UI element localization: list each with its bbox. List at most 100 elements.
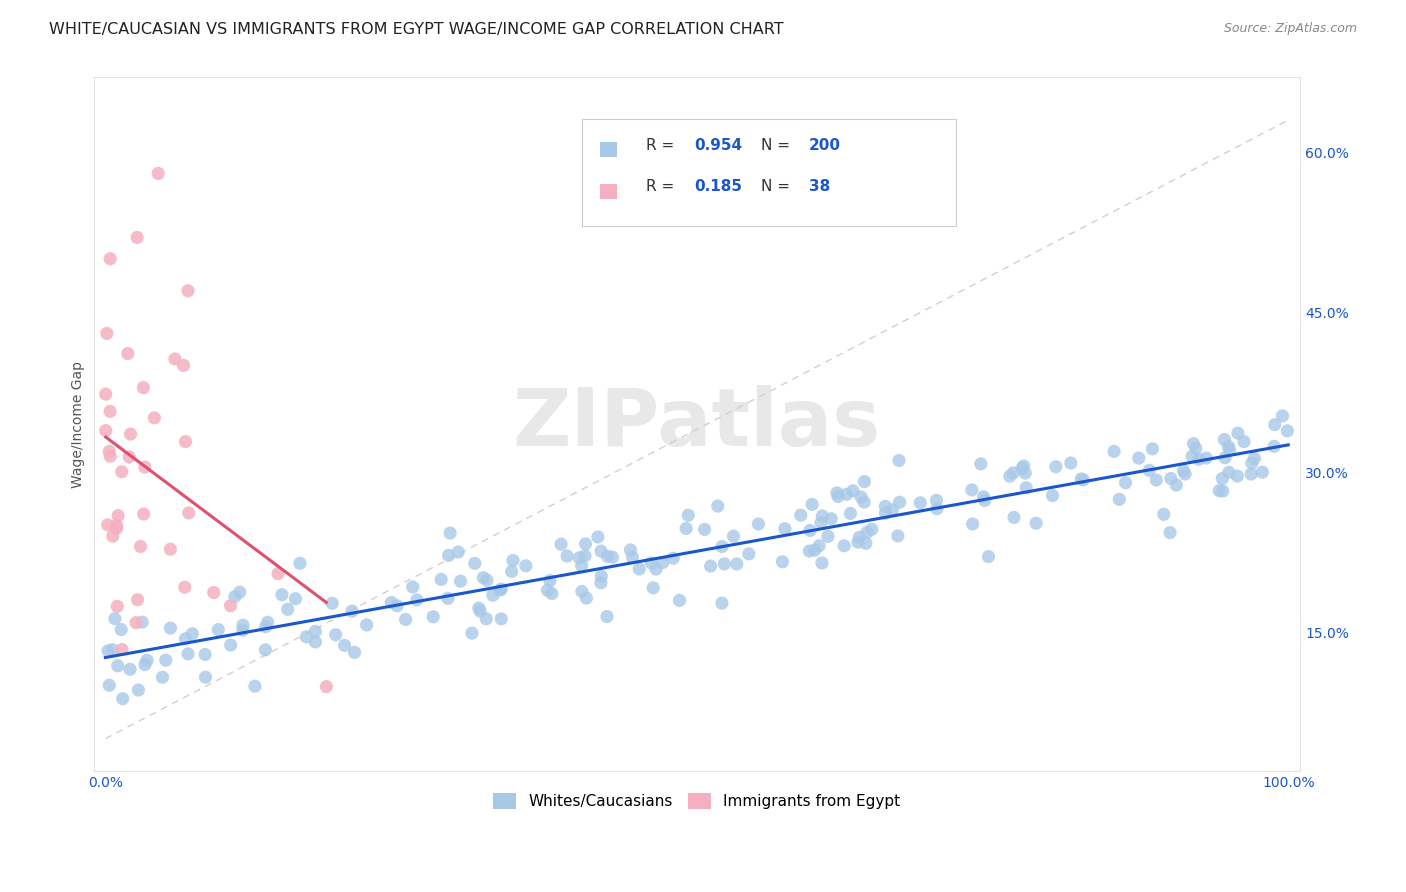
- Point: [887, 529, 910, 543]
- Point: [1240, 456, 1263, 470]
- Point: [1182, 436, 1205, 450]
- Point: [799, 524, 821, 538]
- Point: [148, 166, 170, 180]
- Point: [437, 591, 460, 606]
- Point: [853, 495, 876, 509]
- Point: [118, 662, 141, 676]
- Point: [232, 624, 254, 638]
- Point: [107, 658, 129, 673]
- Point: [960, 483, 983, 497]
- Point: [1108, 492, 1130, 507]
- Point: [1188, 452, 1211, 467]
- Point: [925, 493, 948, 508]
- Point: [675, 521, 697, 535]
- Point: [651, 556, 673, 570]
- Point: [973, 493, 995, 508]
- Point: [177, 647, 200, 661]
- Point: [385, 599, 408, 613]
- Point: [541, 586, 564, 600]
- Point: [856, 525, 879, 540]
- Point: [489, 582, 512, 597]
- Point: [304, 624, 326, 639]
- Point: [315, 680, 337, 694]
- Point: [1014, 466, 1036, 480]
- Point: [491, 582, 513, 597]
- Point: [855, 536, 877, 550]
- Point: [860, 522, 883, 536]
- Point: [232, 618, 254, 632]
- FancyBboxPatch shape: [600, 184, 617, 199]
- Point: [475, 612, 498, 626]
- Point: [439, 526, 461, 541]
- Point: [1002, 466, 1025, 480]
- Point: [159, 621, 181, 635]
- Point: [1002, 510, 1025, 524]
- Point: [207, 623, 229, 637]
- Point: [502, 553, 524, 567]
- Point: [243, 679, 266, 693]
- Point: [254, 643, 277, 657]
- Point: [229, 585, 252, 599]
- Point: [1153, 508, 1175, 522]
- Point: [437, 549, 460, 563]
- Point: [120, 427, 142, 442]
- Point: [977, 549, 1000, 564]
- Point: [586, 530, 609, 544]
- Point: [98, 252, 121, 266]
- Point: [1211, 471, 1233, 485]
- Point: [1226, 469, 1249, 483]
- Point: [596, 609, 619, 624]
- Point: [790, 508, 813, 523]
- Point: [1208, 483, 1230, 498]
- Point: [422, 609, 444, 624]
- Point: [288, 556, 311, 570]
- Point: [1263, 439, 1285, 453]
- Point: [725, 557, 748, 571]
- Point: [706, 499, 728, 513]
- Point: [94, 424, 117, 438]
- Text: Source: ZipAtlas.com: Source: ZipAtlas.com: [1223, 22, 1357, 36]
- Point: [101, 529, 124, 543]
- Point: [267, 566, 290, 581]
- Point: [325, 628, 347, 642]
- Point: [536, 583, 558, 598]
- Point: [1045, 459, 1067, 474]
- Point: [1226, 426, 1249, 441]
- Point: [803, 543, 825, 558]
- Point: [839, 507, 862, 521]
- Point: [482, 588, 505, 602]
- Point: [832, 539, 855, 553]
- Point: [825, 486, 848, 500]
- FancyBboxPatch shape: [600, 142, 617, 157]
- Point: [1025, 516, 1047, 531]
- Point: [591, 569, 613, 583]
- Point: [254, 620, 277, 634]
- Y-axis label: Wage/Income Gap: Wage/Income Gap: [72, 360, 86, 488]
- Point: [538, 574, 561, 588]
- Point: [628, 562, 651, 576]
- Text: WHITE/CAUCASIAN VS IMMIGRANTS FROM EGYPT WAGE/INCOME GAP CORRELATION CHART: WHITE/CAUCASIAN VS IMMIGRANTS FROM EGYPT…: [49, 22, 783, 37]
- Point: [1142, 442, 1164, 456]
- Point: [98, 404, 121, 418]
- Point: [111, 465, 134, 479]
- Point: [887, 453, 910, 467]
- Point: [117, 346, 139, 360]
- Point: [1243, 451, 1265, 466]
- Point: [177, 284, 200, 298]
- Point: [1159, 525, 1181, 540]
- Point: [464, 557, 486, 571]
- Point: [1233, 434, 1256, 449]
- Point: [1144, 473, 1167, 487]
- Point: [1060, 456, 1083, 470]
- Point: [575, 591, 598, 605]
- Point: [177, 506, 200, 520]
- Point: [602, 550, 624, 565]
- Point: [589, 544, 612, 558]
- Point: [662, 551, 685, 566]
- Point: [738, 547, 761, 561]
- Point: [799, 544, 821, 558]
- Legend: Whites/Caucasians, Immigrants from Egypt: Whites/Caucasians, Immigrants from Egypt: [488, 787, 907, 815]
- Point: [747, 516, 769, 531]
- Point: [645, 562, 668, 576]
- Point: [277, 602, 299, 616]
